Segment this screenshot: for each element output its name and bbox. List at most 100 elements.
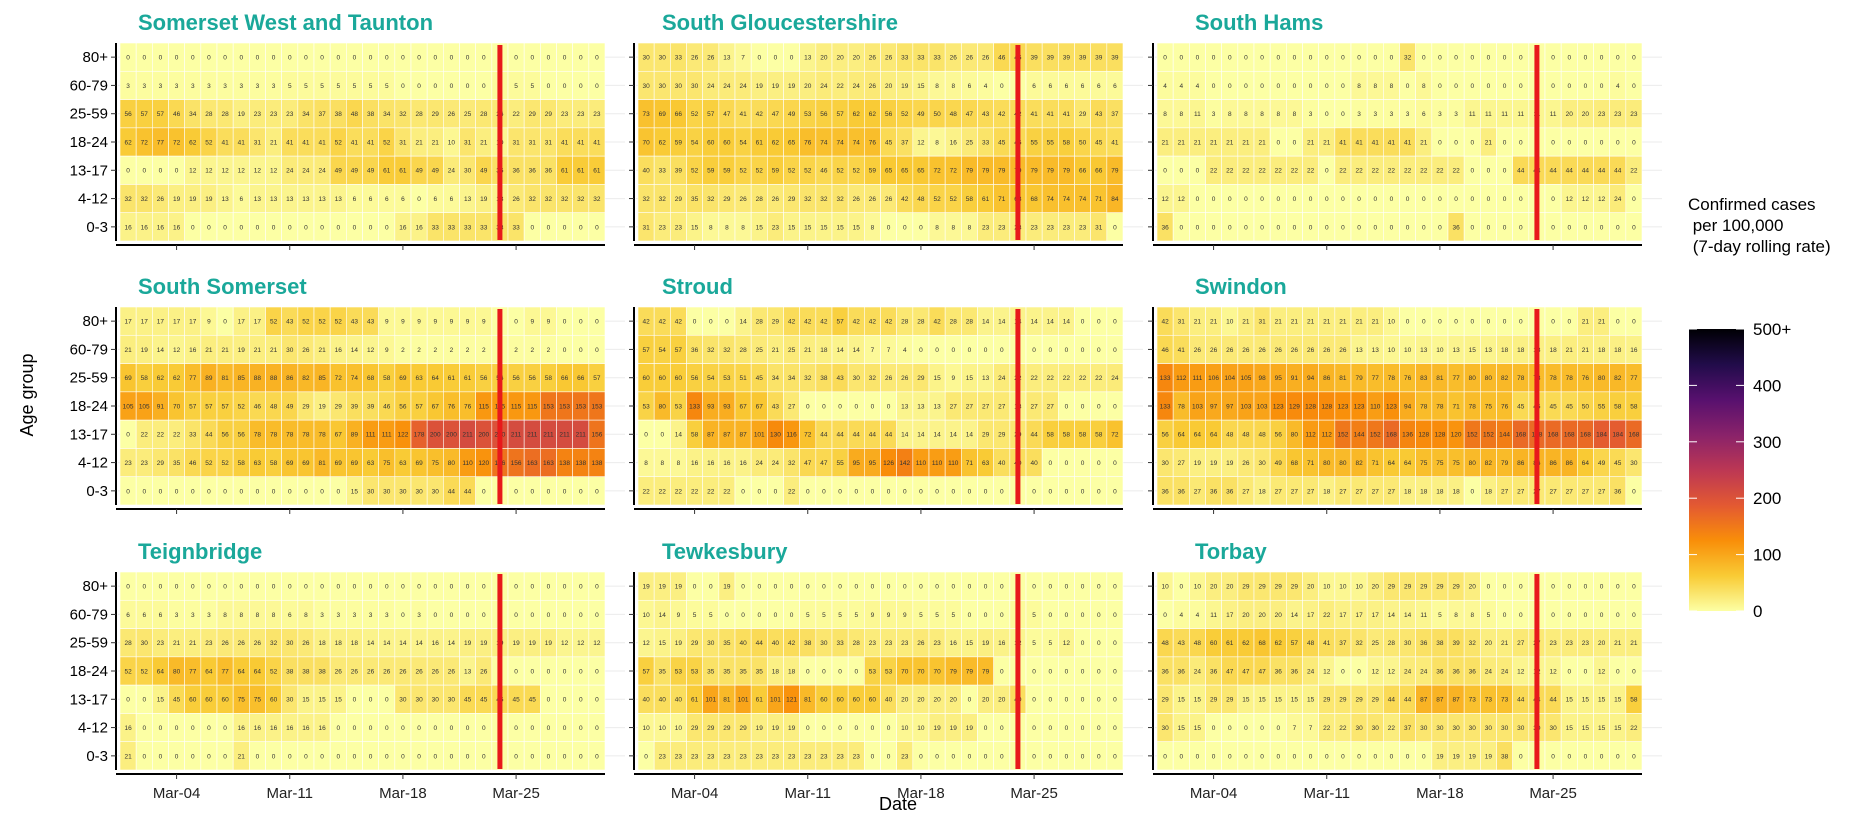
- cell-value-label: 79: [1501, 460, 1509, 467]
- cell-value-label: 0: [353, 753, 357, 760]
- cell-value-label: 14: [383, 640, 391, 647]
- cell-value-label: 44: [1582, 168, 1590, 175]
- cell-value-label: 21: [415, 139, 423, 146]
- cell-value-label: 13: [302, 196, 310, 203]
- cell-value-label: 69: [286, 460, 294, 467]
- cell-value-label: 5: [320, 83, 324, 90]
- cell-value-label: 45: [1517, 403, 1525, 410]
- cell-value-label: 26: [238, 640, 246, 647]
- cell-value-label: 0: [887, 753, 891, 760]
- cell-value-label: 32: [804, 375, 812, 382]
- cell-value-label: 0: [547, 83, 551, 90]
- cell-value-label: 23: [124, 460, 132, 467]
- cell-value-label: 21: [1194, 139, 1202, 146]
- cell-value-label: 45: [464, 697, 472, 704]
- cell-value-label: 28: [966, 319, 974, 326]
- cell-value-label: 26: [1210, 347, 1218, 354]
- cell-value-label: 12: [173, 347, 181, 354]
- cell-value-label: 19: [901, 83, 909, 90]
- cell-value-label: 79: [1063, 168, 1071, 175]
- cell-value-label: 58: [1630, 403, 1638, 410]
- cell-value-label: 26: [885, 375, 893, 382]
- cell-value-label: 200: [430, 432, 441, 439]
- cell-value-label: 9: [385, 347, 389, 354]
- cell-value-label: 22: [1339, 725, 1347, 732]
- cell-value-label: 0: [175, 488, 179, 495]
- cell-value-label: 0: [1113, 403, 1117, 410]
- cell-value-label: 5: [822, 612, 826, 619]
- cell-value-label: 42: [1161, 319, 1169, 326]
- cell-value-label: 14: [1404, 612, 1412, 619]
- cell-value-label: 21: [1323, 139, 1331, 146]
- cell-value-label: 79: [1111, 168, 1119, 175]
- cell-value-label: 0: [838, 488, 842, 495]
- cell-value-label: 20: [1598, 640, 1606, 647]
- cell-value-label: 12: [1517, 668, 1525, 675]
- cell-value-label: 22: [1210, 168, 1218, 175]
- cell-value-label: 30: [1258, 460, 1266, 467]
- cell-value-label: 0: [1422, 224, 1426, 231]
- cell-value-label: 64: [238, 668, 246, 675]
- cell-value-label: 33: [448, 224, 456, 231]
- y-axis-title: Age group: [17, 353, 37, 436]
- cell-value-label: 0: [1293, 83, 1297, 90]
- cell-value-label: 11: [1469, 111, 1476, 118]
- cell-value-label: 17: [238, 319, 246, 326]
- cell-value-label: 29: [1323, 697, 1331, 704]
- cell-value-label: 75: [1452, 460, 1460, 467]
- cell-value-label: 14: [1047, 319, 1055, 326]
- cell-value-label: 68: [367, 375, 375, 382]
- cell-value-label: 11: [1210, 612, 1217, 619]
- date-tick-label: Mar-04: [153, 785, 201, 802]
- cell-value-label: 35: [756, 668, 764, 675]
- cell-value-label: 6: [385, 196, 389, 203]
- cell-value-label: 97: [1210, 403, 1218, 410]
- panel-title: Tewkesbury: [662, 539, 788, 564]
- cell-value-label: 0: [1196, 753, 1200, 760]
- cell-value-label: 28: [221, 111, 229, 118]
- cell-value-label: 0: [433, 753, 437, 760]
- cell-value-label: 49: [432, 168, 440, 175]
- cell-value-label: 21: [1582, 347, 1590, 354]
- cell-value-label: 15: [1598, 725, 1606, 732]
- cell-value-label: 8: [1260, 111, 1264, 118]
- cell-value-label: 0: [547, 725, 551, 732]
- cell-value-label: 211: [462, 432, 473, 439]
- cell-value-label: 0: [595, 612, 599, 619]
- cell-value-label: 138: [575, 460, 586, 467]
- cell-value-label: 0: [223, 753, 227, 760]
- cell-value-label: 76: [1582, 375, 1590, 382]
- cell-value-label: 13: [1420, 347, 1428, 354]
- cell-value-label: 79: [1047, 168, 1055, 175]
- age-group-label: 80+: [83, 49, 109, 66]
- cell-value-label: 7: [887, 347, 891, 354]
- cell-value-label: 8: [304, 612, 308, 619]
- cell-value-label: 32: [141, 196, 149, 203]
- cell-value-label: 19: [966, 725, 974, 732]
- cell-value-label: 21: [804, 347, 812, 354]
- cell-value-label: 5: [369, 83, 373, 90]
- cell-value-label: 0: [514, 612, 518, 619]
- cell-value-label: 44: [1598, 168, 1606, 175]
- cell-value-label: 60: [820, 697, 828, 704]
- cell-value-label: 0: [984, 488, 988, 495]
- cell-value-label: 16: [157, 224, 165, 231]
- cell-value-label: 36: [691, 347, 699, 354]
- cell-value-label: 110: [1370, 403, 1381, 410]
- cell-value-label: 0: [1113, 460, 1117, 467]
- cell-value-label: 93: [723, 403, 731, 410]
- cell-value-label: 0: [304, 753, 308, 760]
- cell-value-label: 19: [1436, 753, 1444, 760]
- cell-value-label: 30: [415, 488, 423, 495]
- cell-value-label: 57: [157, 111, 165, 118]
- cell-value-label: 20: [933, 697, 941, 704]
- cell-value-label: 0: [1616, 319, 1620, 326]
- cell-value-label: 3: [191, 83, 195, 90]
- cell-value-label: 18: [772, 668, 780, 675]
- cell-value-label: 0: [563, 584, 567, 591]
- cell-value-label: 33: [982, 139, 990, 146]
- cell-value-label: 82: [1355, 460, 1363, 467]
- cell-value-label: 0: [1373, 753, 1377, 760]
- cell-value-label: 3: [320, 612, 324, 619]
- cell-value-label: 104: [1224, 375, 1235, 382]
